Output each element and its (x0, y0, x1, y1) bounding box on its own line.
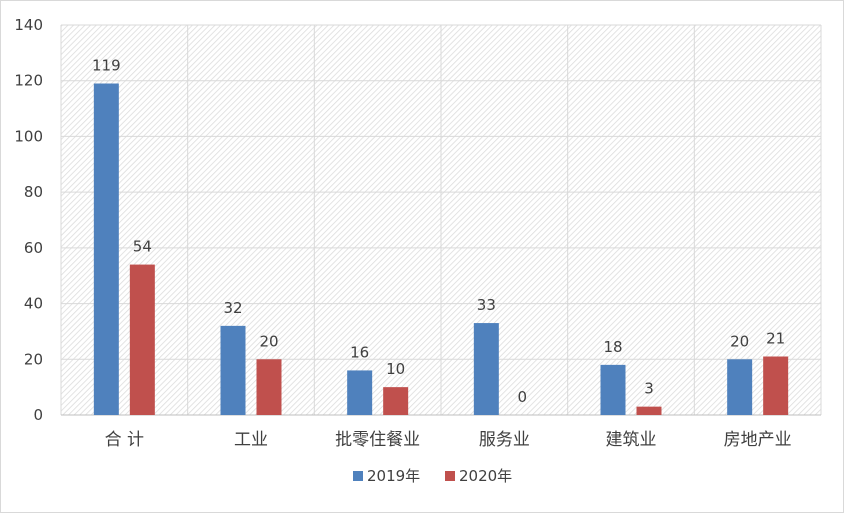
axes: 020406080100120140合 计工业 批零住餐业 服务业 建筑业 房地产业 (14, 16, 821, 450)
data-label: 3 (644, 380, 654, 398)
data-label: 10 (386, 360, 405, 378)
legend-swatch (353, 471, 363, 481)
y-tick-label: 60 (24, 239, 43, 257)
bar-series1 (600, 364, 626, 415)
data-label: 21 (766, 330, 785, 348)
bars (93, 83, 789, 415)
bar-series1 (473, 323, 499, 415)
bar-series1 (347, 370, 373, 415)
data-label: 20 (730, 332, 749, 350)
x-tick-label: 工业 (234, 430, 268, 450)
data-label: 0 (518, 388, 528, 406)
data-label: 16 (350, 343, 369, 361)
bar-series2 (129, 264, 155, 415)
bar-series2 (636, 406, 662, 415)
x-tick-label: 服务业 (479, 430, 530, 450)
y-tick-label: 120 (14, 72, 43, 90)
x-tick-label: 合 计 (105, 430, 144, 450)
legend-label: 2019年 (367, 467, 420, 485)
bar-series2 (383, 387, 409, 415)
x-tick-label: 批零住餐业 (335, 430, 420, 450)
legend: 2019年 2020年 (353, 467, 512, 485)
bar-series1 (727, 359, 753, 415)
bar-series1 (93, 83, 119, 415)
legend-label: 2020年 (459, 467, 512, 485)
data-label: 18 (603, 338, 622, 356)
bar-series1 (220, 325, 246, 415)
data-label: 119 (92, 57, 121, 75)
legend-swatch (445, 471, 455, 481)
y-tick-label: 0 (33, 406, 43, 424)
gridlines (60, 24, 822, 416)
data-label: 32 (223, 299, 242, 317)
y-tick-label: 80 (24, 183, 43, 201)
data-labels: 119 32 16 33 18 20 54 20 10 0 3 21 (92, 57, 785, 407)
data-label: 33 (477, 296, 496, 314)
y-tick-label: 20 (24, 350, 43, 368)
y-tick-label: 40 (24, 295, 43, 313)
bar-series2 (763, 356, 789, 415)
x-tick-label: 建筑业 (606, 430, 657, 450)
y-tick-label: 140 (14, 16, 43, 34)
y-tick-label: 100 (14, 127, 43, 145)
data-label: 20 (259, 332, 278, 350)
x-tick-label: 房地产业 (724, 430, 792, 450)
data-label: 54 (133, 238, 152, 256)
bar-series2 (256, 359, 282, 415)
